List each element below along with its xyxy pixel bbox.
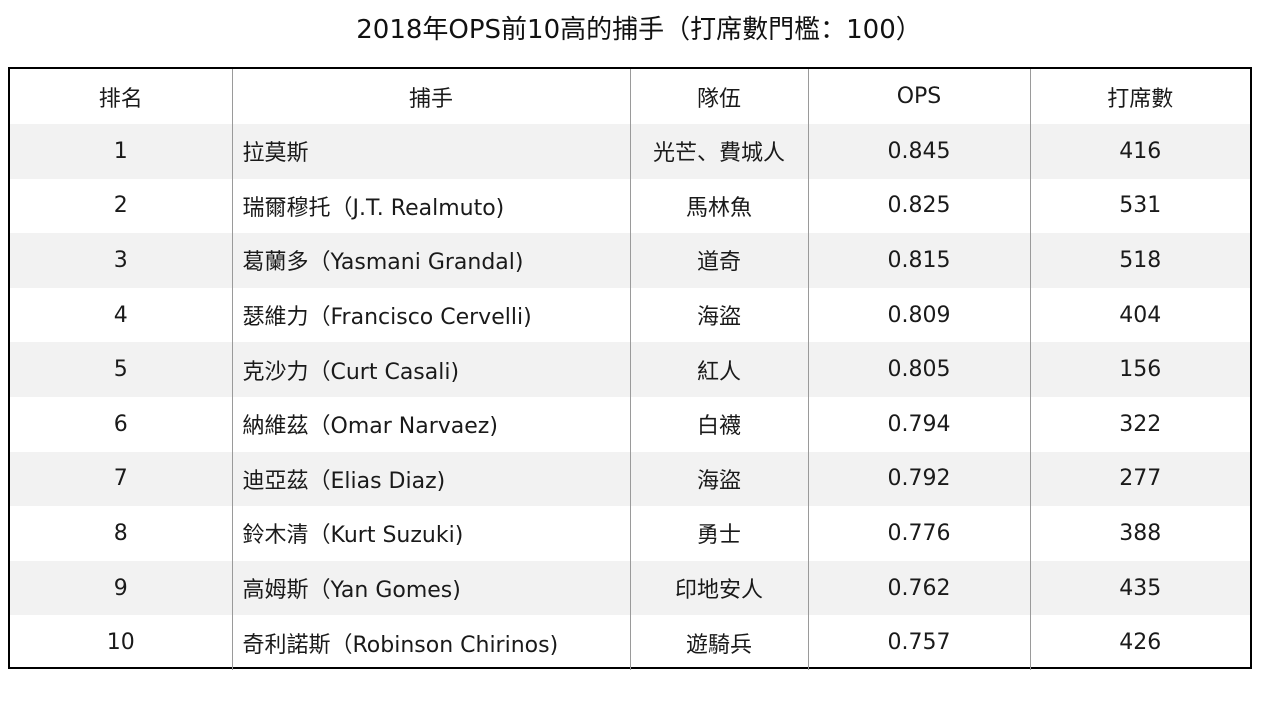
ops-cell: 0.845 <box>807 124 1030 179</box>
header-catcher: 捕手 <box>231 69 630 124</box>
team-cell: 白襪 <box>629 396 808 452</box>
rank-cell: 1 <box>10 124 232 179</box>
catcher-ops-table: 排名 捕手 隊伍 OPS 打席數 1 拉莫斯 光芒、費城人 0.845 416 … <box>8 67 1252 670</box>
pa-cell: 531 <box>1029 178 1250 234</box>
pa-cell: 404 <box>1029 287 1250 343</box>
ops-cell: 0.794 <box>807 396 1030 452</box>
rank-cell: 2 <box>113 193 128 219</box>
team-cell: 海盜 <box>629 287 808 343</box>
team-cell: 遊騎兵 <box>629 615 808 670</box>
catcher-cell: 納維茲（Omar Narvaez) <box>231 396 630 452</box>
catcher-cell: 瑟維力（Francisco Cervelli) <box>231 287 630 343</box>
header-rank: 排名 <box>98 86 143 112</box>
team-cell: 印地安人 <box>629 560 808 616</box>
catcher-cell: 鈴木清（Kurt Suzuki) <box>231 506 630 561</box>
rank-cell: 4 <box>113 302 128 328</box>
team-cell: 勇士 <box>629 506 808 561</box>
ops-cell: 0.815 <box>807 233 1030 288</box>
table-row: 4 瑟維力（Francisco Cervelli) 海盜 0.809 404 <box>10 287 1250 343</box>
team-cell: 道奇 <box>629 233 808 288</box>
ops-cell: 0.809 <box>807 287 1030 343</box>
team-cell: 光芒、費城人 <box>629 124 808 179</box>
ops-cell: 0.792 <box>807 451 1030 507</box>
rank-cell: 3 <box>10 233 232 288</box>
table-row: 6 納維茲（Omar Narvaez) 白襪 0.794 322 <box>10 396 1250 452</box>
pa-cell: 322 <box>1029 396 1250 452</box>
rank-cell: 6 <box>113 411 128 437</box>
table-header: 排名 捕手 隊伍 OPS 打席數 <box>10 69 1250 124</box>
rank-cell: 8 <box>113 520 128 546</box>
table-row: 2 瑞爾穆托（J.T. Realmuto) 馬林魚 0.825 531 <box>10 178 1250 234</box>
pa-cell: 435 <box>1029 560 1250 616</box>
page-title: 2018年OPS前10高的捕手（打席數門檻：100） <box>356 15 922 45</box>
header-team: 隊伍 <box>629 69 808 124</box>
catcher-cell: 迪亞茲（Elias Diaz) <box>231 451 630 507</box>
table-body: 1 拉莫斯 光芒、費城人 0.845 416 2 瑞爾穆托（J.T. Realm… <box>10 124 1250 670</box>
ops-cell: 0.757 <box>807 615 1030 670</box>
table-row: 7 迪亞茲（Elias Diaz) 海盜 0.792 277 <box>10 451 1250 507</box>
table-row: 9 高姆斯（Yan Gomes) 印地安人 0.762 435 <box>10 560 1250 616</box>
team-cell: 紅人 <box>629 342 808 397</box>
table-row: 3 葛蘭多（Yasmani Grandal) 道奇 0.815 518 <box>10 233 1250 288</box>
header-row: 排名 捕手 隊伍 OPS 打席數 <box>10 69 1250 124</box>
catcher-cell: 葛蘭多（Yasmani Grandal) <box>231 233 630 288</box>
pa-cell: 156 <box>1029 342 1250 397</box>
rank-cell: 10 <box>106 630 135 656</box>
rank-cell: 9 <box>10 560 232 616</box>
catcher-cell: 克沙力（Curt Casali) <box>231 342 630 397</box>
pa-cell: 518 <box>1029 233 1250 288</box>
pa-cell: 388 <box>1029 506 1250 561</box>
table-row: 1 拉莫斯 光芒、費城人 0.845 416 <box>10 124 1250 179</box>
rank-cell: 5 <box>10 342 232 397</box>
ops-cell: 0.805 <box>807 342 1030 397</box>
table-row: 10 奇利諾斯（Robinson Chirinos) 遊騎兵 0.757 426 <box>10 615 1250 670</box>
catcher-cell: 瑞爾穆托（J.T. Realmuto) <box>231 178 630 234</box>
team-cell: 海盜 <box>629 451 808 507</box>
pa-cell: 426 <box>1029 615 1250 670</box>
pa-cell: 416 <box>1029 124 1250 179</box>
pa-cell: 277 <box>1029 451 1250 507</box>
data-table: 排名 捕手 隊伍 OPS 打席數 1 拉莫斯 光芒、費城人 0.845 416 … <box>10 69 1250 670</box>
rank-cell: 7 <box>10 451 232 507</box>
ops-cell: 0.776 <box>807 506 1030 561</box>
team-cell: 馬林魚 <box>629 178 808 234</box>
table-row: 8 鈴木清（Kurt Suzuki) 勇士 0.776 388 <box>10 506 1250 561</box>
header-ops: OPS <box>807 69 1030 124</box>
catcher-cell: 高姆斯（Yan Gomes) <box>231 560 630 616</box>
catcher-cell: 拉莫斯 <box>231 124 630 179</box>
ops-cell: 0.762 <box>807 560 1030 616</box>
table-row: 5 克沙力（Curt Casali) 紅人 0.805 156 <box>10 342 1250 397</box>
header-plate-appearances: 打席數 <box>1029 69 1250 124</box>
ops-cell: 0.825 <box>807 178 1030 234</box>
catcher-cell: 奇利諾斯（Robinson Chirinos) <box>231 615 630 670</box>
